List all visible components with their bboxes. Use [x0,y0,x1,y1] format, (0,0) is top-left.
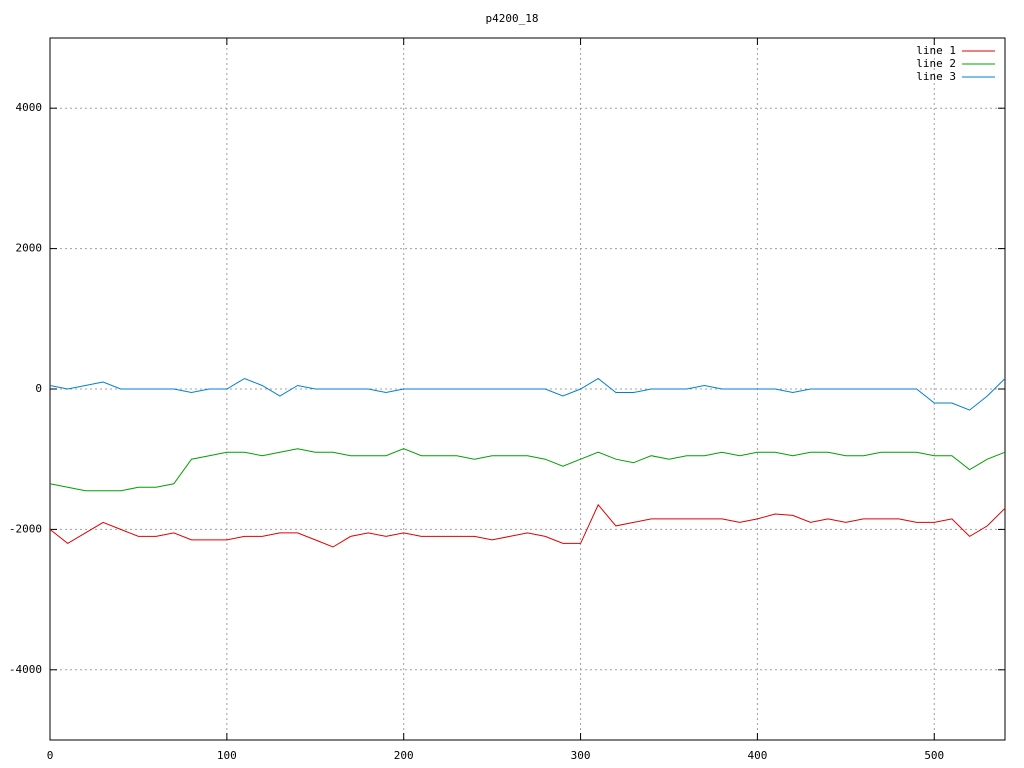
x-tick-label: 0 [47,749,54,762]
y-tick-label: -2000 [9,522,42,535]
y-tick-label: 0 [35,382,42,395]
y-tick-label: 4000 [16,101,43,114]
plot-border [49,37,1006,741]
data-line [49,503,1006,548]
x-tick-label: 100 [217,749,237,762]
legend-label: line 3 [916,70,956,83]
y-tick-label: 2000 [16,242,43,255]
data-line [49,377,1006,411]
x-tick-label: 200 [394,749,414,762]
x-tick-label: 300 [571,749,591,762]
x-tick-label: 400 [747,749,767,762]
legend-label: line 2 [916,57,956,70]
chart-title: p4200_18 [486,12,539,25]
legend-label: line 1 [916,44,956,57]
y-tick-label: -4000 [9,663,42,676]
x-tick-label: 500 [924,749,944,762]
data-line [49,448,1006,492]
